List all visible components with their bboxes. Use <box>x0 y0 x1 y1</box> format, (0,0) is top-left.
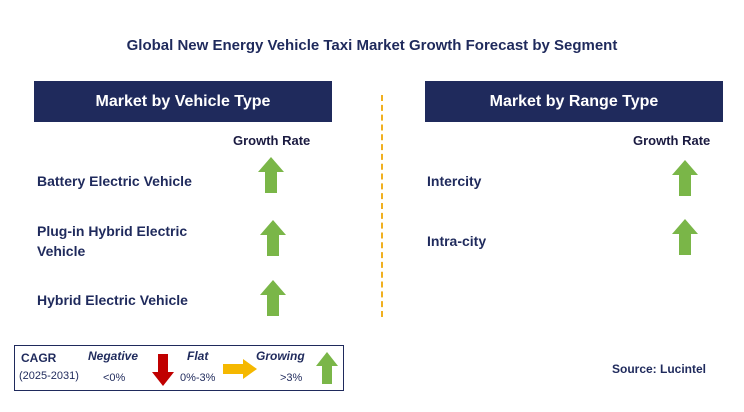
cagr-legend: CAGR (2025-2031) Negative <0% Flat 0%-3%… <box>14 345 344 391</box>
legend-negative-value: <0% <box>103 372 126 384</box>
growing-legend-arrow-icon <box>316 352 338 384</box>
legend-growing-label: Growing <box>256 349 305 363</box>
chart-title: Global New Energy Vehicle Taxi Market Gr… <box>126 37 618 54</box>
legend-flat-value: 0%-3% <box>180 372 216 384</box>
panel-divider <box>381 95 383 317</box>
growing-arrow-icon <box>258 157 284 193</box>
segment-label-phev: Plug-in Hybrid Electric Vehicle <box>37 223 188 259</box>
negative-arrow-icon <box>152 354 174 386</box>
growing-arrow-icon <box>672 219 698 255</box>
segment-label-hev: Hybrid Electric Vehicle <box>37 292 188 308</box>
legend-cagr-label: CAGR <box>21 351 57 365</box>
segment-label-intra-city: Intra-city <box>427 233 487 249</box>
segment-label-intercity: Intercity <box>427 173 482 189</box>
legend-negative-label: Negative <box>88 349 139 363</box>
growing-arrow-icon <box>672 160 698 196</box>
segment-label-bev: Battery Electric Vehicle <box>37 173 192 189</box>
range-growth-rate-label: Growth Rate <box>633 133 711 148</box>
vehicle-type-header: Market by Vehicle Type <box>34 81 332 122</box>
vehicle-growth-rate-label: Growth Rate <box>233 133 311 148</box>
legend-growing-value: >3% <box>280 372 303 384</box>
legend-flat-label: Flat <box>187 349 209 363</box>
growing-arrow-icon <box>260 220 286 256</box>
growing-arrow-icon <box>260 280 286 316</box>
range-type-header: Market by Range Type <box>425 81 723 122</box>
flat-arrow-icon <box>223 359 257 379</box>
source-label: Source: Lucintel <box>612 362 707 376</box>
legend-years-label: (2025-2031) <box>19 370 79 382</box>
